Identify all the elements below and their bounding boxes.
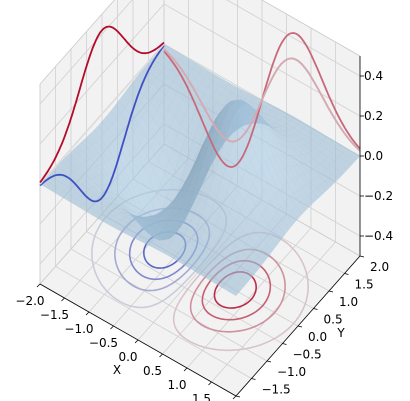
x-tick-label: −1.5	[40, 308, 69, 322]
surface-facet	[270, 232, 282, 245]
x-tick	[110, 325, 114, 330]
y-tick-label: 0.5	[324, 313, 343, 327]
surface-facet	[291, 206, 303, 219]
y-tick-label: −1.0	[277, 365, 306, 379]
grid-line-z	[39, 3, 361, 145]
y-tick-label: 2.0	[370, 260, 389, 274]
surface-facet	[320, 181, 332, 191]
surface-facet	[340, 160, 352, 170]
surface-facet	[249, 261, 262, 272]
z-tick-label: 0.0	[364, 149, 383, 163]
wall-curve-left	[39, 25, 165, 184]
z-tick-label: 0.4	[364, 69, 383, 83]
y-tick-label: 1.5	[355, 278, 374, 292]
x-tick-label: 1.5	[192, 392, 211, 401]
x-tick	[183, 367, 188, 372]
y-tick-label: 1.0	[339, 295, 358, 309]
tick-labels: −2.0−1.5−1.0−0.50.00.51.01.52.0−2.0−1.5−…	[15, 69, 393, 401]
y-tick-label: 0.0	[308, 330, 327, 344]
surface-facet	[258, 249, 270, 262]
surface-facet	[344, 156, 357, 166]
x-axis-label: X	[113, 363, 121, 377]
surface-mesh	[39, 43, 361, 297]
x-tick-label: −0.5	[89, 336, 118, 350]
surface-facet	[278, 220, 290, 235]
surface-facet	[229, 287, 241, 297]
surface-facet	[299, 198, 311, 211]
x-tick-label: −1.0	[64, 322, 93, 336]
z-tick-label: −0.2	[364, 189, 393, 203]
y-tick	[266, 360, 272, 363]
surface-facet	[332, 169, 344, 179]
grid-line-y	[55, 66, 252, 379]
z-tick-label: 0.2	[364, 109, 383, 123]
y-tick	[313, 308, 318, 310]
z-tick-label: −0.4	[364, 229, 393, 243]
y-axis-label: Y	[336, 326, 345, 340]
x-tick	[232, 395, 237, 400]
x-tick	[61, 297, 65, 302]
x-tick-label: 1.0	[167, 378, 186, 392]
x-tick	[85, 311, 90, 316]
y-tick	[282, 343, 287, 345]
y-tick	[235, 395, 241, 398]
x-tick	[159, 353, 163, 358]
surface-facet	[303, 194, 315, 207]
surface-facet	[266, 238, 278, 251]
y-tick	[251, 378, 256, 380]
y-tick-label: −1.5	[262, 383, 291, 397]
y-tick	[359, 255, 365, 258]
grid-line-y	[86, 31, 283, 344]
x-tick	[208, 381, 212, 386]
wall-curve-left	[39, 43, 165, 185]
x-tick-label: 0.5	[143, 364, 162, 378]
grid-line-z	[39, 0, 361, 105]
surface-facet	[316, 184, 328, 195]
y-tick	[297, 325, 303, 328]
surface-facet	[283, 215, 295, 229]
wall-curve-left	[39, 44, 165, 203]
y-tick	[328, 290, 334, 293]
y-tick	[344, 273, 349, 275]
surface-facet	[241, 272, 253, 282]
wall-projection-curves	[39, 25, 361, 203]
surface-facet	[307, 191, 319, 203]
x-tick-label: 0.0	[118, 350, 137, 364]
y-tick-label: −0.5	[293, 348, 322, 362]
tick-marks	[36, 56, 365, 400]
surface-facet	[295, 202, 307, 215]
x-tick	[36, 283, 41, 288]
surface-facet	[328, 173, 340, 183]
x-tick	[134, 339, 139, 344]
x-tick-label: −2.0	[15, 294, 44, 308]
wall-curve-back	[163, 48, 361, 152]
